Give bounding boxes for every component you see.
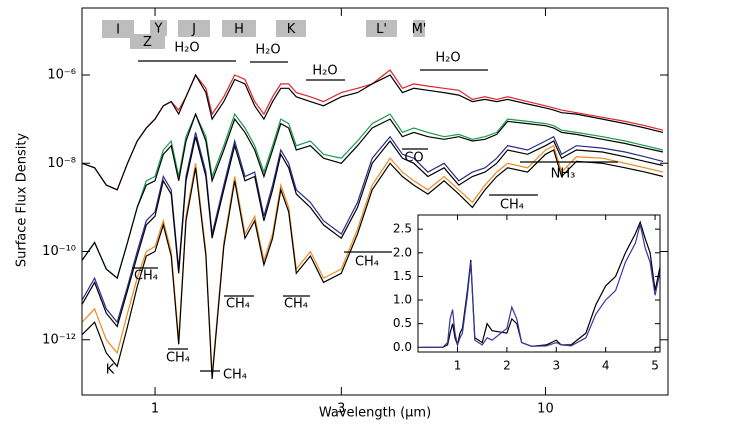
annotation: K [106, 363, 115, 378]
annotation: CH₄ [134, 269, 158, 284]
y-tick-label: 2.5 [393, 222, 412, 236]
filter-band-label: I [116, 23, 120, 38]
x-axis-label: Wavelength (μm) [319, 406, 431, 421]
y-axis-label: Surface Flux Density [15, 133, 30, 268]
filter-band-label: Z [143, 35, 152, 50]
y-tick-label: 0.0 [393, 340, 412, 354]
inset-background [418, 215, 660, 352]
y-tick-label: 10⁻¹² [42, 332, 76, 347]
spectrum-line [82, 132, 664, 324]
filter-band-label: M' [412, 22, 427, 37]
spectrum-line [82, 144, 664, 375]
y-tick-label: 10⁻¹⁰ [42, 244, 76, 259]
filter-band [413, 20, 425, 37]
y-tick-label: 0.5 [393, 316, 412, 330]
annotation: H₂O [174, 41, 199, 56]
filter-band [102, 20, 134, 38]
annotation: CH₄ [284, 297, 308, 312]
spectrum-line [422, 224, 660, 348]
x-tick-label: 10 [537, 402, 554, 417]
x-tick-label: 2 [503, 359, 511, 373]
annotation: NH₃ [551, 167, 576, 182]
filter-band [366, 20, 397, 37]
spectrum-line [82, 112, 664, 280]
spectrum-line [82, 112, 664, 280]
plot-frame [81, 7, 669, 396]
annotation: CH₄ [500, 198, 524, 213]
y-tick-label: 1.5 [393, 269, 412, 283]
spectrum-line [422, 220, 660, 348]
annotation: CH₄ [166, 351, 190, 366]
filter-band-label: J [191, 22, 196, 37]
annotation: CO [404, 151, 423, 166]
filter-band-label: H [234, 22, 244, 37]
x-tick-label: 4 [602, 359, 610, 373]
filter-band [130, 34, 165, 49]
filter-band [276, 20, 306, 37]
spectrum-line [82, 73, 664, 191]
x-tick-label: 1 [454, 359, 462, 373]
annotation: CH₄ [223, 368, 247, 383]
plot-frame [417, 214, 661, 353]
x-tick-label: 3 [337, 402, 345, 417]
y-tick-label: 10⁻⁶ [47, 68, 76, 83]
annotation: H₂O [312, 64, 337, 79]
y-tick-label: 1.0 [393, 293, 412, 307]
filter-band [178, 20, 210, 37]
filter-band-label: Y [154, 22, 163, 37]
spectrum-line [82, 149, 664, 379]
spectrum-line [82, 136, 664, 328]
annotation: CH₄ [355, 255, 379, 270]
filter-band-label: K [287, 22, 296, 37]
y-tick-label: 2.0 [393, 245, 412, 259]
filter-band [222, 20, 256, 37]
annotation: H₂O [255, 43, 280, 58]
filter-band [150, 20, 167, 36]
spectrum-line [82, 69, 664, 191]
y-tick-label: 10⁻⁸ [47, 156, 76, 171]
x-tick-label: 1 [151, 402, 159, 417]
x-tick-label: 5 [651, 359, 659, 373]
x-tick-label: 3 [552, 359, 560, 373]
annotation: CH₄ [226, 297, 250, 312]
filter-band-label: L' [376, 22, 387, 37]
annotation: H₂O [435, 51, 460, 66]
